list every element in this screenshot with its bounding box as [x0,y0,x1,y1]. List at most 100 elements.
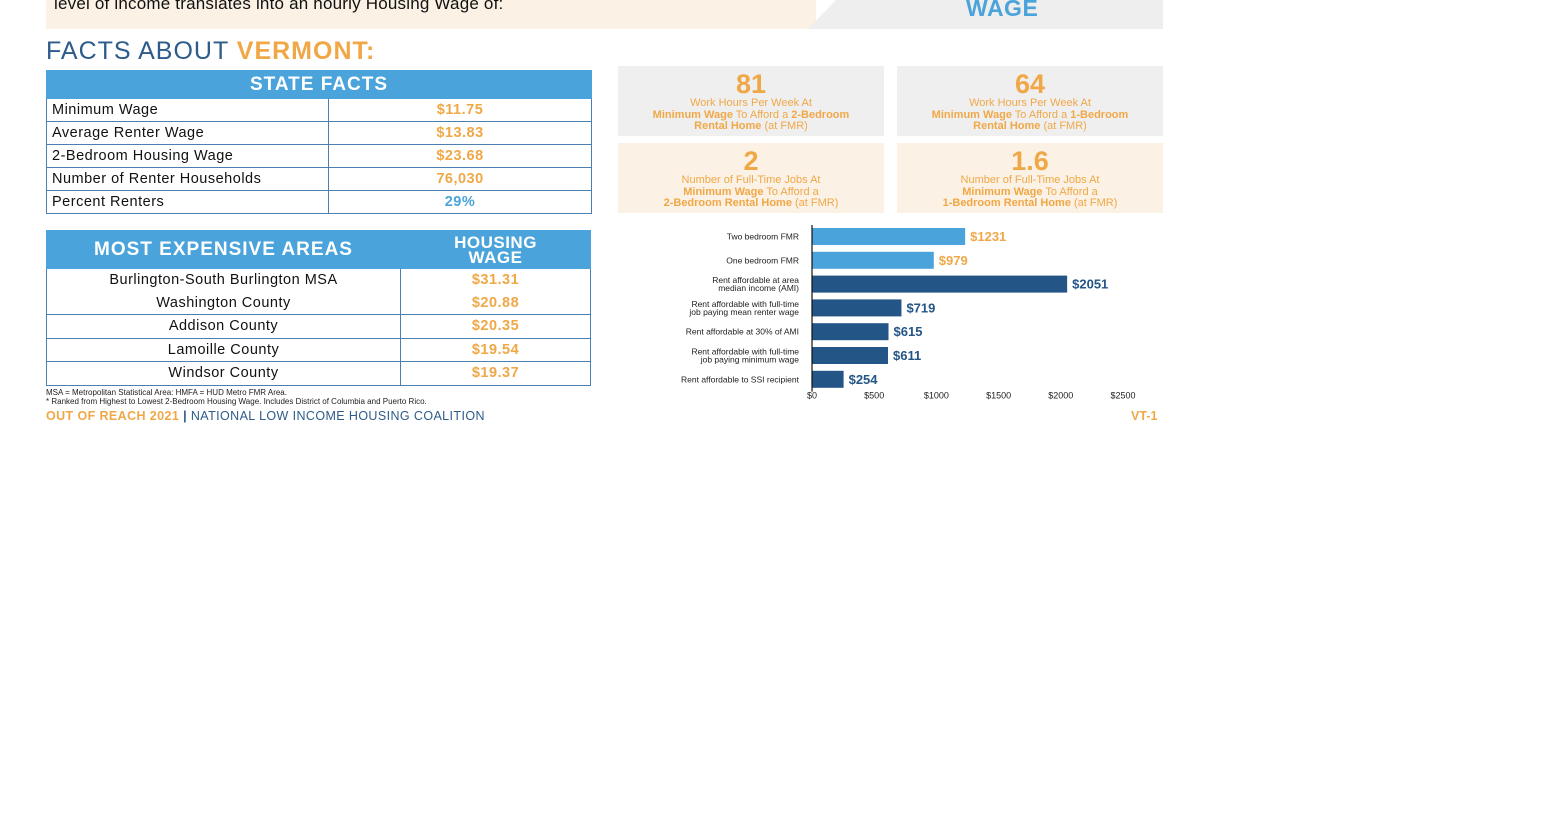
category-label: Rent affordable with full-time [691,347,799,357]
stat-description: Number of Full-Time Jobs At Minimum Wage… [618,174,884,210]
stat-bold: 1-Bedroom Rental Home [942,197,1071,209]
x-tick-label: $1000 [924,391,949,401]
fact-value: 76,030 [328,167,592,191]
stat-line: To Afford a [1042,185,1098,198]
facts-title-state: VERMONT: [236,37,376,65]
stat-box-jobs-2br: 2 Number of Full-Time Jobs At Minimum Wa… [618,143,884,213]
table-row: Lamoille County $19.54 [46,337,591,362]
table-row: Percent Renters 29% [46,190,592,214]
area-wage: $19.37 [400,361,591,386]
stat-line: Number of Full-Time Jobs At [681,174,821,186]
stat-line: To Afford a [732,108,792,121]
bar [812,251,934,269]
intro-banner [46,0,816,29]
fact-value: $13.83 [328,121,592,145]
category-label: Rent affordable to SSI recipient [681,374,800,384]
bar [812,323,889,341]
state-facts-header: STATE FACTS [46,70,592,99]
category-label: Two bedroom FMR [727,232,799,242]
value-label: $719 [906,300,935,315]
x-tick-label: $0 [807,391,817,401]
category-label: job paying mean renter wage [688,307,799,317]
fact-label: Minimum Wage [46,98,329,122]
stat-line: Work Hours Per Week At [969,97,1091,109]
x-tick-label: $2000 [1048,391,1073,401]
stat-bold: Minimum Wage [931,108,1012,121]
rent-affordability-chart: Two bedroom FMR $1231 One bedroom FMR $979 R… [681,225,1136,401]
stat-line: To Afford a [763,185,819,198]
stat-bold: Minimum Wage [962,185,1043,198]
bar [812,228,966,245]
area-name: Burlington-South Burlington MSA [46,268,401,292]
bar [812,347,889,364]
x-tick-label: $1500 [986,391,1011,401]
bar [812,370,844,388]
footer: OUT OF REACH 2021 | NATIONAL LOW INCOME … [46,409,485,423]
fact-value: $11.75 [328,98,592,122]
fact-value: $23.68 [328,144,592,168]
area-wage: $20.88 [400,291,591,315]
stat-bold: 1-Bedroom [1070,108,1129,121]
stat-line: (at FMR) [791,197,839,209]
stat-box-jobs-1br: 1.6 Number of Full-Time Jobs At Minimum … [897,143,1163,213]
table-row: Addison County $20.35 [46,314,591,338]
value-label: $979 [939,253,968,268]
footer-org: NATIONAL LOW INCOME HOUSING COALITION [190,409,485,423]
stat-line: (at FMR) [1040,120,1087,132]
area-name: Lamoille County [46,337,401,362]
footnote-ranking: * Ranked from Highest to Lowest 2-Bedroo… [46,397,427,406]
stat-line: To Afford a [1011,108,1071,121]
bar [812,299,902,317]
x-tick-label: $2500 [1110,391,1135,401]
stat-description: Work Hours Per Week At Minimum Wage To A… [618,97,884,133]
housing-wage-header-line1: HOUSING [454,232,537,252]
footnote-msa: MSA = Metropolitan Statistical Area: HMF… [46,388,287,397]
area-wage: $20.35 [400,314,591,338]
table-row: Windsor County $19.37 [46,361,591,386]
page-number: VT-1 [1131,409,1158,423]
stat-bold: Minimum Wage [652,108,733,121]
stat-line: Work Hours Per Week At [690,97,812,109]
value-label: $615 [894,324,923,339]
stat-bold: 2-Bedroom [791,108,850,121]
value-label: $254 [849,372,879,387]
stat-number: 81 [735,69,767,99]
value-label: $611 [893,348,921,363]
stat-line: (at FMR) [1070,197,1118,209]
intro-banner-text: level of income translates into an hourl… [54,0,504,13]
bar [812,275,1068,293]
stat-box-work-hours-1br: 64 Work Hours Per Week At Minimum Wage T… [897,66,1163,136]
areas-header: MOST EXPENSIVE AREAS [46,230,401,269]
x-tick-label: $500 [864,391,884,401]
category-label: job paying minimum wage [700,355,800,365]
stat-box-work-hours-2br: 81 Work Hours Per Week At Minimum Wage T… [618,66,884,136]
stat-bold: Minimum Wage [683,185,764,198]
stat-line: (at FMR) [761,120,808,132]
stat-description: Number of Full-Time Jobs At Minimum Wage… [897,174,1163,210]
housing-wage-label: WAGE [966,0,1039,21]
area-name: Windsor County [46,361,401,386]
housing-wage-banner [808,0,1163,29]
category-label: Rent affordable at 30% of AMI [686,327,799,337]
stat-number: 64 [1014,69,1046,99]
category-label: One bedroom FMR [726,255,799,265]
fact-label: Percent Renters [46,190,329,214]
value-label: $1231 [970,229,1006,244]
stat-bold: Rental Home [973,120,1041,132]
table-row: 2-Bedroom Housing Wage $23.68 [46,144,592,168]
stat-number: 2 [743,146,759,176]
table-row: Number of Renter Households 76,030 [46,167,592,191]
fact-label: Number of Renter Households [46,167,329,191]
state-facts-table: STATE FACTS Minimum Wage $11.75 Average … [46,70,592,214]
footer-separator: | [183,409,187,423]
stat-line: Number of Full-Time Jobs At [960,174,1100,186]
stat-bold: Rental Home [694,120,762,132]
area-name: Addison County [46,314,401,338]
footer-brand: OUT OF REACH 2021 [46,409,180,423]
value-label: $2051 [1072,277,1108,292]
stat-description: Work Hours Per Week At Minimum Wage To A… [897,97,1163,133]
table-row: Average Renter Wage $13.83 [46,121,592,145]
table-row: Minimum Wage $11.75 [46,98,592,122]
category-label: Rent affordable with full-time [691,299,799,309]
category-label: median income (AMI) [718,283,799,293]
